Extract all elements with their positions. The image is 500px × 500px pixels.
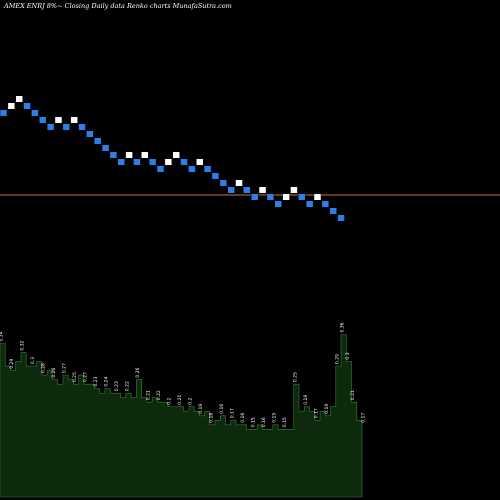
renko-brick-up <box>15 95 23 103</box>
volume-area-path <box>0 334 363 498</box>
volume-label: 0.16 <box>240 413 246 423</box>
renko-brick-down <box>250 193 259 201</box>
volume-label: 0.26 <box>135 367 141 377</box>
renko-brick-up <box>282 193 290 201</box>
volume-label: 0.21 <box>177 395 183 405</box>
renko-brick-down <box>101 144 110 152</box>
volume-label: 0.25 <box>72 372 78 382</box>
volume-label: 0.19 <box>303 395 309 405</box>
volume-label: 0.27 <box>83 372 89 382</box>
volume-label: 0.24 <box>104 377 110 387</box>
renko-brick-down <box>337 214 345 222</box>
renko-brick-up <box>125 151 133 159</box>
renko-brick-down <box>46 123 55 131</box>
volume-area <box>0 334 363 498</box>
renko-brick-down <box>39 116 47 124</box>
renko-brick-up <box>258 186 267 194</box>
renko-brick-down <box>156 165 165 173</box>
volume-label: 0.2 <box>187 397 193 404</box>
renko-brick-down <box>329 207 337 215</box>
volume-label: 0.19 <box>324 404 330 414</box>
renko-bricks <box>0 95 345 222</box>
volume-label: 0.15 <box>282 417 288 427</box>
volume-label: 0.16 <box>219 404 225 414</box>
renko-brick-down <box>0 109 8 117</box>
renko-brick-down <box>219 179 228 187</box>
renko-brick-down <box>62 123 71 131</box>
renko-brick-down <box>305 200 314 208</box>
renko-brick-down <box>227 186 235 194</box>
volume-label: 0.19 <box>198 404 204 414</box>
renko-brick-up <box>235 179 243 187</box>
renko-brick-up <box>196 158 204 166</box>
renko-brick-down <box>148 158 157 166</box>
renko-brick-down <box>31 109 39 117</box>
volume-label: 0.23 <box>93 377 99 387</box>
renko-brick-down <box>133 158 141 166</box>
volume-label: 0.15 <box>271 413 277 423</box>
volume-label: 0.34 <box>0 331 5 341</box>
volume-label: 0.15 <box>250 417 256 427</box>
volume-label: 0.3 <box>30 357 36 364</box>
volume-label: 0.26 <box>51 367 57 377</box>
renko-brick-down <box>266 193 275 201</box>
volume-label: 0.32 <box>20 340 26 350</box>
renko-brick-down <box>78 123 86 131</box>
renko-brick-up <box>141 151 149 159</box>
volume-labels: 0.34 0.29 0.32 0.3 0.28 0.26 0.27 0.25 0.27 0.23 0… <box>0 322 367 427</box>
volume-label: 0.29 <box>9 358 15 368</box>
renko-brick-down <box>180 158 188 166</box>
volume-label: 0.21 <box>146 390 152 400</box>
volume-label: 0.3 <box>345 352 351 359</box>
volume-label: 0.28 <box>41 363 47 373</box>
renko-brick-down <box>298 193 306 201</box>
renko-brick-up <box>54 116 63 124</box>
renko-brick-up <box>7 102 16 110</box>
renko-brick-down <box>117 158 125 166</box>
renko-brick-down <box>86 130 94 138</box>
volume-label: 0.17 <box>313 408 319 418</box>
renko-brick-up <box>70 116 78 124</box>
renko-brick-down <box>109 151 118 159</box>
volume-label: 0.27 <box>62 363 68 373</box>
volume-label: 0.17 <box>361 413 367 423</box>
volume-label: 0.2 <box>167 397 173 404</box>
renko-brick-down <box>93 137 102 145</box>
renko-brick-down <box>274 200 282 208</box>
volume-label: 0.22 <box>156 390 162 400</box>
renko-brick-up <box>290 186 298 194</box>
volume-label: 0.21 <box>350 390 356 400</box>
volume-label: 0.16 <box>261 417 267 427</box>
volume-label: 0.22 <box>125 381 131 391</box>
renko-brick-down <box>321 200 330 208</box>
volume-label: 0.18 <box>208 413 214 423</box>
renko-brick-up <box>313 193 322 201</box>
chart-title: AMEX ENRJ 8%~ Closing Daily data Renko c… <box>3 2 232 10</box>
volume-label: 0.23 <box>114 381 120 391</box>
renko-brick-down <box>203 165 212 173</box>
renko-brick-down <box>211 172 220 180</box>
volume-label: 0.25 <box>292 372 298 382</box>
volume-label: 0.36 <box>340 322 346 332</box>
renko-brick-up <box>172 151 180 159</box>
renko-brick-down <box>243 186 251 194</box>
renko-brick-down <box>188 165 196 173</box>
volume-label: 0.17 <box>229 408 235 418</box>
volume-label: 0.29 <box>334 354 340 364</box>
renko-brick-up <box>164 158 173 166</box>
renko-brick-down <box>23 102 31 110</box>
